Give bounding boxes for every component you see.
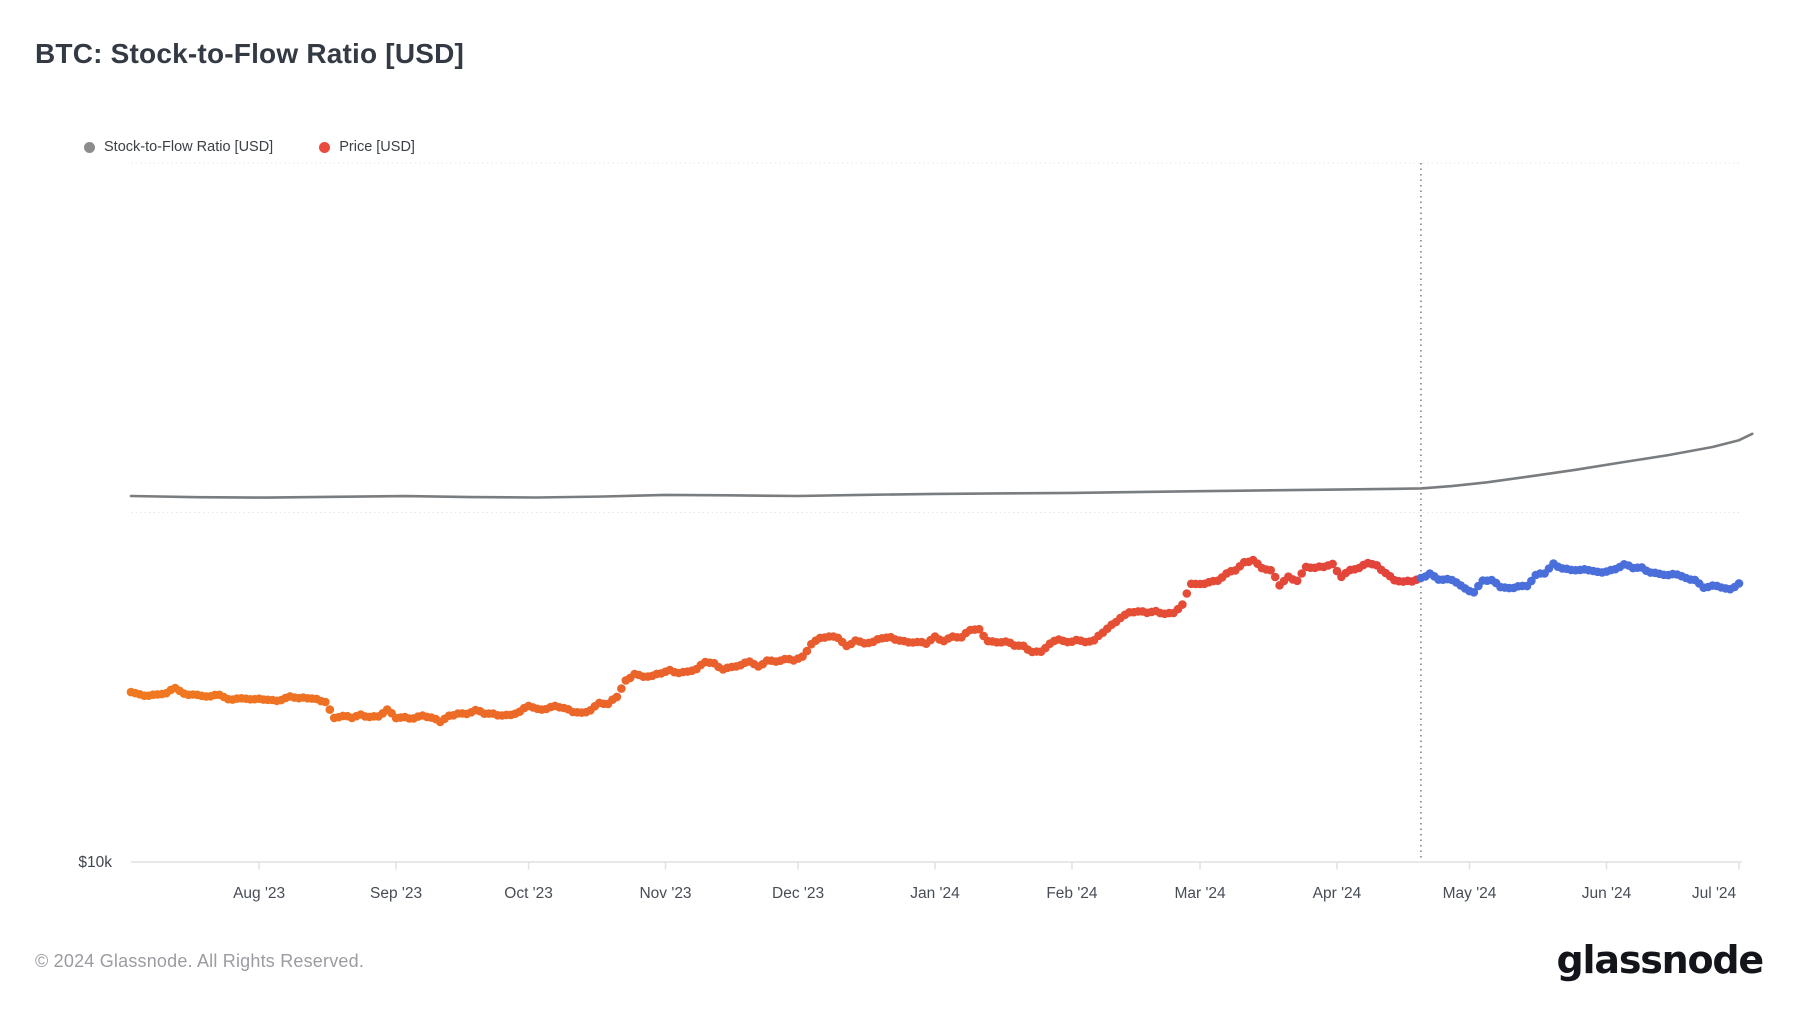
x-tick-label: Sep '23 [370,885,422,902]
price-dot [1292,576,1302,586]
price-dot [617,684,626,693]
price-dot [1178,600,1187,609]
y-gridlines [131,162,1742,513]
x-tick-label: Mar '24 [1174,885,1226,902]
legend-label: Price [USD] [339,139,415,155]
legend-item-stock-to-flow[interactable]: Stock-to-Flow Ratio [USD] [84,139,273,155]
glassnode-logo: glassnode [1556,938,1765,982]
x-tick-label: Aug '23 [233,885,285,902]
x-tick-label: Jan '24 [910,885,960,902]
legend-item-price[interactable]: Price [USD] [319,139,415,155]
price-dot [1734,579,1744,588]
page-title: BTC: Stock-to-Flow Ratio [USD] [35,38,465,69]
legend-label: Stock-to-Flow Ratio [USD] [104,139,274,155]
x-axis: Aug '23 Sep '23 Oct '23 Nov '23 Dec '23 Jan '… [131,861,1742,902]
price-dot [325,705,335,714]
x-tick-label: Dec '23 [772,885,824,902]
x-tick-label: Oct '23 [504,885,553,902]
x-tick-label: Feb '24 [1046,885,1098,902]
price-dot [1266,565,1275,575]
price-dot [1469,588,1479,597]
price-dot [1182,589,1192,598]
price-dot [1297,569,1306,578]
legend-dot-icon [319,141,331,153]
x-tick-label: Jun '24 [1582,885,1632,902]
x-tick-label: Nov '23 [639,885,691,902]
price-dot [612,692,622,702]
price-dot [321,697,330,707]
legend-dot-icon [84,141,95,153]
x-tick-label: Jul '24 [1692,885,1737,902]
copyright-text: © 2024 Glassnode. All Rights Reserved. [35,951,365,971]
chart-legend: Stock-to-Flow Ratio [USD] Price [USD] [84,139,415,155]
price-dot [1328,559,1337,569]
price-dot [1270,572,1280,582]
price-dot [974,624,984,634]
x-tick-label: May '24 [1443,885,1497,902]
price-dots-series [126,555,1744,727]
price-dot [802,646,812,656]
price-dot [1527,576,1536,586]
s2f-line-series [129,432,1754,499]
y-axis-label-10k: $10k [78,854,112,871]
x-tick-label: Apr '24 [1313,885,1362,902]
